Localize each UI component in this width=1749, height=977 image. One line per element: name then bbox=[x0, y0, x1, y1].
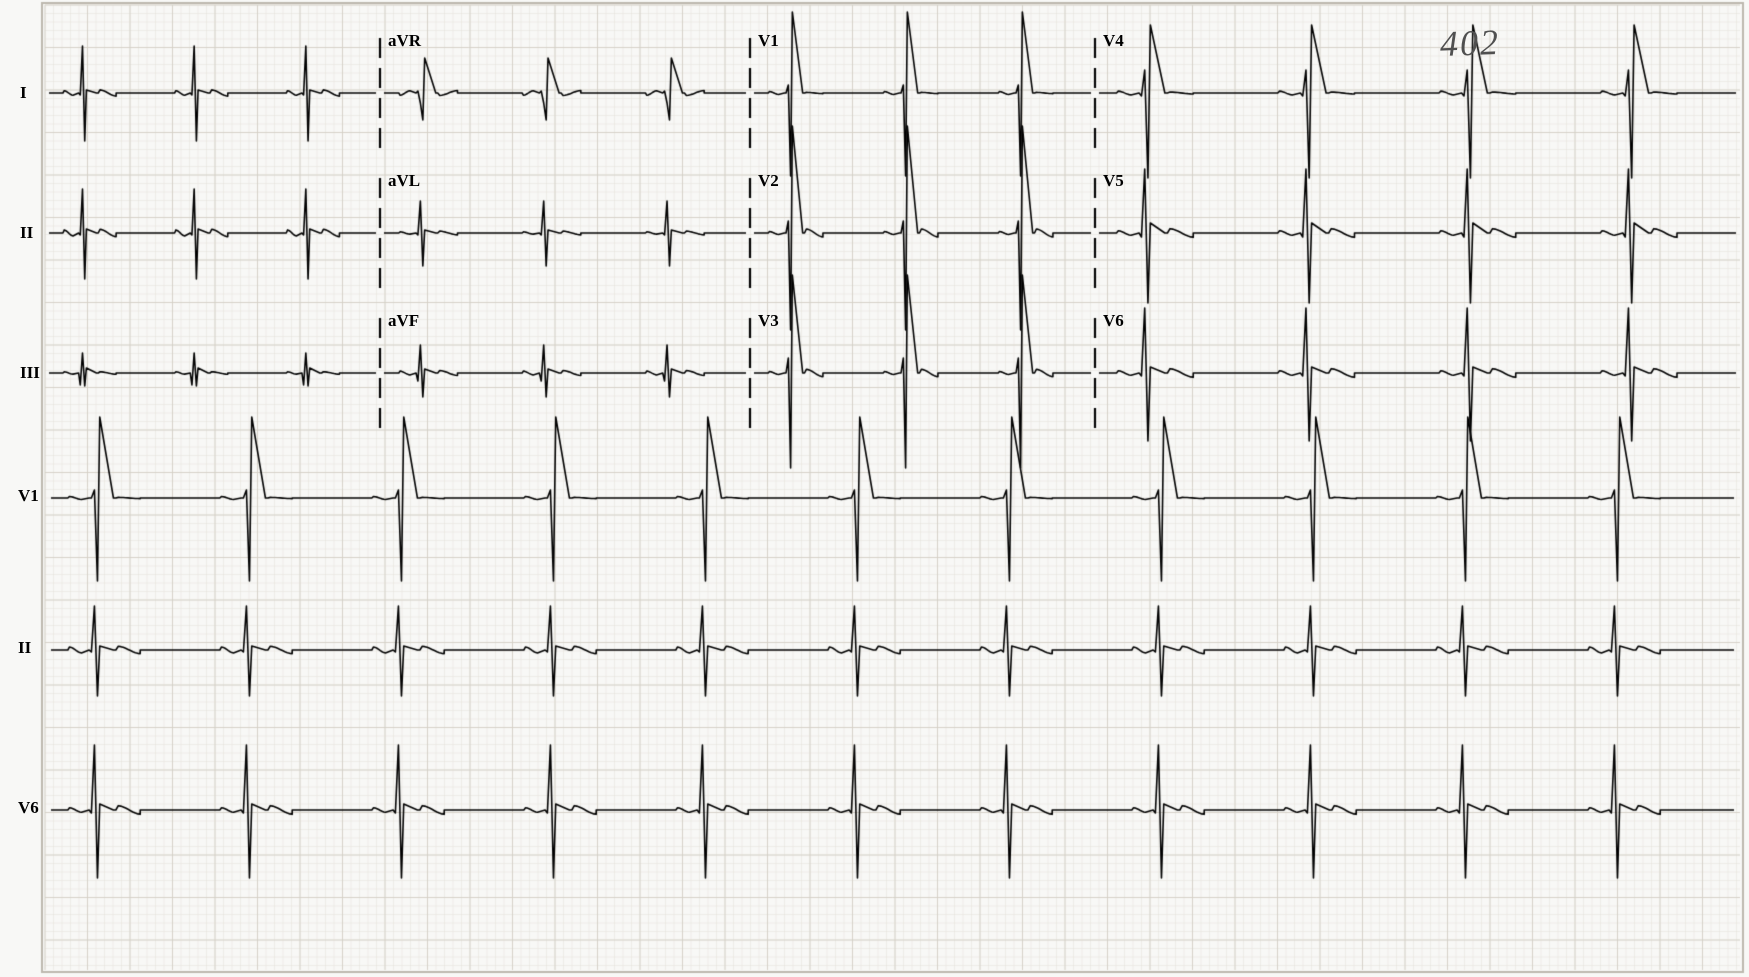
ecg-chart: IIIIIIaVRV1V4aVLV2V5aVFV3V6V1IIV6402 bbox=[0, 0, 1749, 977]
rhythm-label-V1: V1 bbox=[18, 486, 39, 506]
lead-label-V2: V2 bbox=[758, 171, 779, 191]
lead-label-V6: V6 bbox=[1103, 311, 1124, 331]
lead-label-I: I bbox=[20, 83, 27, 103]
lead-label-V1: V1 bbox=[758, 31, 779, 51]
lead-label-II: II bbox=[20, 223, 33, 243]
lead-label-aVR: aVR bbox=[388, 31, 421, 51]
rhythm-label-V6: V6 bbox=[18, 798, 39, 818]
lead-label-aVF: aVF bbox=[388, 311, 419, 331]
handwritten-note: 402 bbox=[1439, 21, 1500, 65]
lead-label-V4: V4 bbox=[1103, 31, 1124, 51]
lead-label-V3: V3 bbox=[758, 311, 779, 331]
lead-label-III: III bbox=[20, 363, 40, 383]
ecg-trace-canvas bbox=[0, 0, 1749, 977]
lead-label-V5: V5 bbox=[1103, 171, 1124, 191]
rhythm-label-II: II bbox=[18, 638, 31, 658]
lead-label-aVL: aVL bbox=[388, 171, 420, 191]
